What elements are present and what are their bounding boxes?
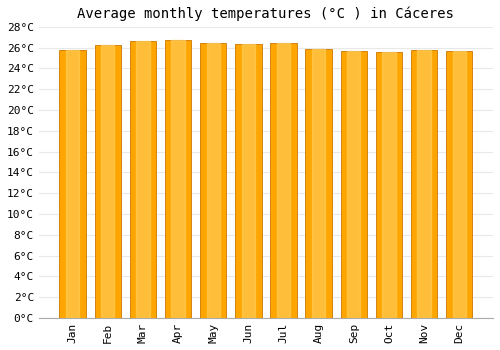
Bar: [235, 44, 262, 318]
Bar: [60, 50, 86, 318]
Bar: [101, 46, 114, 318]
Bar: [312, 49, 325, 318]
Bar: [382, 52, 396, 318]
Bar: [452, 51, 466, 318]
Bar: [376, 52, 402, 318]
Bar: [270, 43, 296, 318]
Bar: [136, 41, 149, 318]
Bar: [446, 51, 472, 318]
Title: Average monthly temperatures (°C ) in Cáceres: Average monthly temperatures (°C ) in Cá…: [78, 7, 454, 21]
Bar: [130, 41, 156, 318]
Bar: [66, 50, 79, 318]
Bar: [418, 50, 430, 318]
Bar: [165, 40, 191, 318]
Bar: [94, 46, 121, 318]
Bar: [206, 43, 220, 318]
Bar: [277, 43, 290, 318]
Bar: [242, 44, 255, 318]
Bar: [306, 49, 332, 318]
Bar: [347, 51, 360, 318]
Bar: [340, 51, 367, 318]
Bar: [411, 50, 438, 318]
Bar: [200, 43, 226, 318]
Bar: [172, 40, 184, 318]
